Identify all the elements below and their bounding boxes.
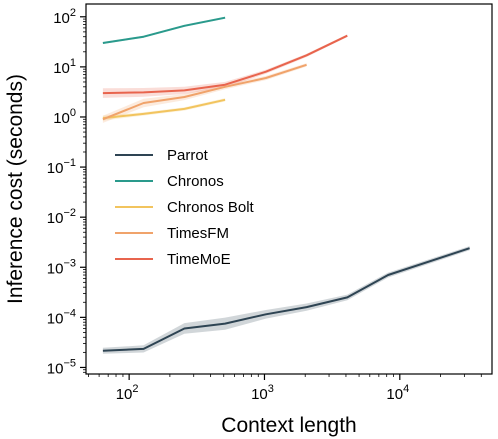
- legend-label-chronos: Chronos: [167, 173, 224, 190]
- legend-label-parrot: Parrot: [167, 147, 209, 164]
- x-tick-label: 104: [386, 383, 409, 403]
- y-tick-label: 10−1: [47, 157, 76, 177]
- y-tick-label: 100: [53, 107, 76, 127]
- chronos-bolt-line: [102, 98, 226, 120]
- timesfm-line: [102, 63, 307, 121]
- axes: 10−5 10−4 10−3 10−2 10−1 100 101 102 102 103 104: [47, 3, 493, 403]
- timesfm-band: [102, 63, 307, 123]
- timemoe-line: [102, 34, 348, 95]
- y-tick-label: 10−2: [47, 207, 76, 227]
- x-tick-label: 102: [116, 383, 139, 403]
- y-tick-label: 10−4: [47, 307, 76, 327]
- legend-label-chronos-bolt: Chronos Bolt: [167, 199, 255, 216]
- x-tick-label: 103: [251, 383, 274, 403]
- y-tick-label: 10−3: [47, 257, 76, 277]
- y-tick-label: 101: [53, 57, 76, 77]
- plot-frame: [85, 3, 493, 375]
- legend-label-timesfm: TimesFM: [167, 225, 229, 242]
- legend: Parrot Chronos Chronos Bolt TimesFM TimeMoE: [115, 147, 255, 268]
- chronos-line: [102, 16, 226, 44]
- parrot-band: [102, 246, 470, 354]
- confidence-bands: [102, 16, 470, 354]
- y-tick-label: 102: [53, 7, 76, 27]
- y-axis-label: Inference cost (seconds): [4, 74, 27, 304]
- x-axis-label: Context length: [221, 414, 356, 437]
- series-lines: [102, 16, 470, 352]
- legend-label-timemoe: TimeMoE: [167, 251, 231, 268]
- y-tick-label: 10−5: [47, 357, 76, 377]
- parrot-line: [102, 247, 470, 352]
